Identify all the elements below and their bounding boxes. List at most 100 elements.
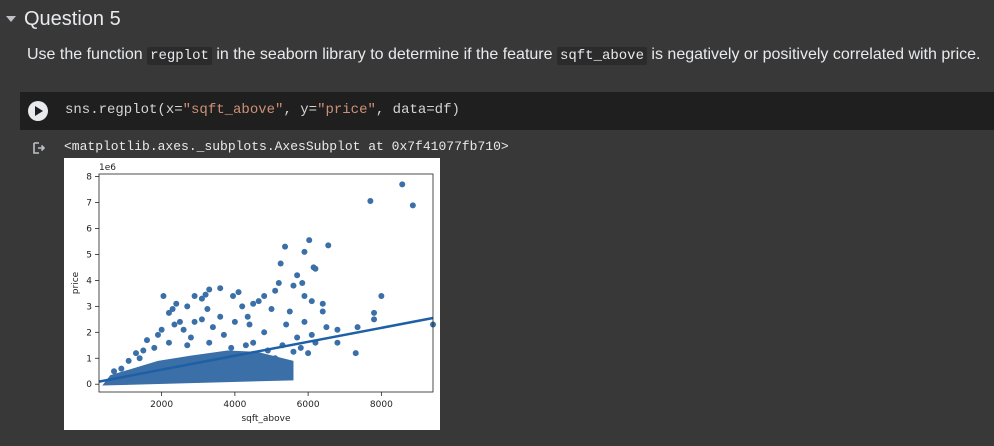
scatter-point — [202, 291, 209, 298]
scatter-point — [275, 280, 282, 286]
scatter-point — [277, 260, 284, 267]
scatter-point — [282, 243, 289, 250]
scatter-point — [165, 339, 172, 346]
scatter-point — [184, 342, 191, 349]
scatter-point — [301, 292, 308, 299]
play-circle-icon[interactable] — [28, 101, 48, 121]
scatter-point — [334, 339, 341, 346]
x-tick-label: 6000 — [297, 400, 320, 410]
section-heading: Question 5 — [0, 4, 121, 34]
y-axis-label: price — [71, 271, 81, 294]
scatter-point — [198, 295, 205, 302]
scatter-point — [367, 197, 374, 204]
scatter-point — [204, 305, 211, 312]
code-string-x: "sqft_above" — [182, 102, 284, 118]
scatter-point — [352, 350, 359, 357]
y-tick-label: 2 — [86, 328, 92, 338]
code-line[interactable]: sns.regplot(x="sqft_above", y="price", d… — [65, 102, 460, 118]
scatter-point — [323, 324, 330, 331]
scatter-point — [334, 326, 341, 333]
scatter-point — [301, 248, 308, 255]
scatter-point — [231, 318, 238, 325]
regplot-figure: 0 1 2 3 4 5 6 7 8 2000 4000 6000 8000 1e6 sqft_above pr… — [64, 158, 440, 430]
x-tick-label: 2000 — [150, 400, 173, 410]
scatter-point — [206, 339, 213, 346]
scatter-point — [154, 331, 161, 338]
code-suffix: , data=df) — [375, 102, 460, 118]
y-tick-label: 6 — [86, 225, 92, 235]
scatter-point — [378, 292, 385, 299]
inline-code: sqft_above — [556, 47, 647, 65]
caret-down-icon[interactable] — [6, 16, 16, 22]
scatter-point — [176, 318, 183, 325]
scatter-point — [354, 324, 361, 331]
scatter-point — [312, 265, 319, 272]
scatter-point — [235, 289, 242, 296]
scatter-point — [171, 321, 178, 328]
scatter-point — [220, 331, 227, 338]
description-text: is negatively or positively correlated w… — [646, 46, 981, 63]
y-tick-label: 8 — [86, 173, 92, 183]
scatter-point — [308, 331, 315, 338]
code-string-y: "price" — [317, 102, 376, 118]
scatter-point — [272, 355, 279, 362]
scatter-point — [319, 300, 326, 307]
scatter-point — [136, 355, 143, 362]
y-tick-label: 1 — [86, 354, 92, 364]
scatter-point — [209, 324, 216, 331]
scatter-point — [158, 326, 165, 333]
scatter-point — [286, 308, 293, 315]
scatter-point — [272, 287, 279, 294]
scatter-point — [261, 292, 268, 299]
x-tick-label: 4000 — [223, 400, 246, 410]
scatter-point — [299, 280, 306, 286]
scatter-point — [409, 202, 416, 209]
scatter-point — [250, 339, 257, 346]
scatter-point — [244, 313, 251, 320]
inline-code: regplot — [147, 47, 212, 65]
scatter-point — [319, 308, 326, 315]
scatter-point — [308, 298, 315, 305]
regression-line — [98, 316, 434, 383]
code-mid: , y= — [283, 102, 318, 118]
scatter-point — [217, 313, 224, 320]
scatter-point — [180, 326, 187, 333]
code-prefix: sns.regplot(x= — [65, 102, 183, 118]
y-tick-label: 4 — [86, 276, 92, 286]
scatter-point — [143, 337, 150, 344]
scatter-point — [191, 292, 198, 299]
scatter-point — [255, 298, 262, 305]
scatter-point — [132, 350, 139, 357]
scatter-point — [325, 242, 332, 249]
scatter-point — [297, 344, 304, 351]
section-title: Question 5 — [24, 7, 121, 30]
output-text: <matplotlib.axes._subplots.AxesSubplot a… — [64, 139, 509, 154]
scatter-point — [305, 350, 312, 357]
scatter-point — [169, 305, 176, 312]
y-tick-label: 5 — [86, 250, 92, 260]
output-arrow-icon — [33, 142, 46, 154]
scatter-point — [399, 181, 406, 188]
y-tick-label: 3 — [86, 302, 92, 312]
x-axis-label: sqft_above — [241, 414, 291, 424]
scatter-point — [261, 329, 268, 336]
question-description: Use the function regplot in the seaborn … — [27, 46, 981, 65]
scatter-point — [187, 334, 194, 341]
scatter-point — [306, 237, 313, 244]
x-tick-label: 8000 — [370, 400, 393, 410]
dense-point-cluster — [102, 350, 294, 386]
code-cell[interactable]: sns.regplot(x="sqft_above", y="price", d… — [20, 92, 994, 130]
scatter-point — [246, 321, 253, 328]
scatter-point — [290, 348, 297, 355]
scatter-point — [118, 365, 125, 372]
scatter-point — [283, 321, 290, 328]
scatter-point — [206, 286, 213, 293]
y-tick-label: 7 — [86, 199, 92, 209]
scatter-point — [239, 303, 246, 310]
scatter-point — [294, 334, 301, 341]
scatter-point — [125, 357, 132, 364]
scatter-point — [173, 300, 180, 307]
scatter-point — [290, 282, 297, 289]
scatter-point — [228, 344, 235, 351]
scatter-point — [268, 305, 275, 312]
